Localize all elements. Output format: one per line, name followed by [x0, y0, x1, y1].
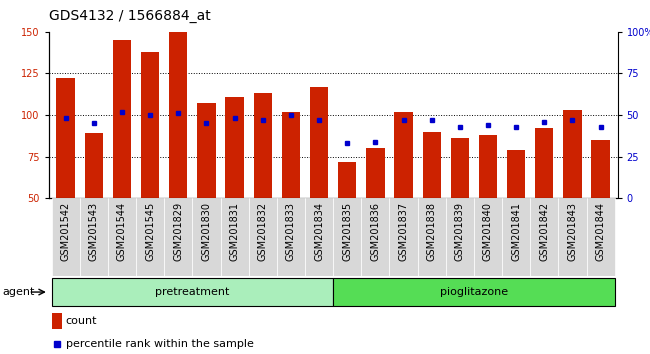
Bar	[535, 129, 553, 198]
Bar	[446, 198, 474, 276]
Text: percentile rank within the sample: percentile rank within the sample	[66, 339, 254, 349]
Bar	[197, 103, 216, 198]
Bar	[136, 198, 164, 276]
Bar	[141, 52, 159, 198]
Text: GSM201834: GSM201834	[314, 202, 324, 261]
Bar	[310, 87, 328, 198]
Bar	[530, 198, 558, 276]
Text: GSM201545: GSM201545	[145, 202, 155, 261]
Bar	[417, 198, 446, 276]
Bar	[164, 198, 192, 276]
Bar	[226, 97, 244, 198]
Bar	[249, 198, 277, 276]
Text: GDS4132 / 1566884_at: GDS4132 / 1566884_at	[49, 9, 211, 23]
Bar	[113, 40, 131, 198]
Bar	[305, 198, 333, 276]
Text: GSM201829: GSM201829	[174, 202, 183, 261]
Text: pioglitazone: pioglitazone	[440, 287, 508, 297]
Text: GSM201543: GSM201543	[89, 202, 99, 261]
Text: GSM201842: GSM201842	[540, 202, 549, 261]
Bar	[422, 132, 441, 198]
Bar	[592, 140, 610, 198]
Bar	[479, 135, 497, 198]
Bar	[564, 110, 582, 198]
Bar	[57, 79, 75, 198]
Bar	[338, 162, 356, 198]
Text: GSM201542: GSM201542	[60, 202, 71, 261]
Text: GSM201832: GSM201832	[258, 202, 268, 261]
Text: GSM201844: GSM201844	[595, 202, 606, 261]
Text: GSM201833: GSM201833	[286, 202, 296, 261]
Text: count: count	[66, 316, 98, 326]
Text: GSM201837: GSM201837	[398, 202, 408, 261]
Bar	[192, 198, 220, 276]
Bar	[507, 150, 525, 198]
Bar	[450, 138, 469, 198]
Bar	[277, 198, 305, 276]
Text: GSM201831: GSM201831	[229, 202, 240, 261]
Bar	[220, 198, 249, 276]
Text: GSM201836: GSM201836	[370, 202, 380, 261]
Bar	[586, 198, 615, 276]
Text: GSM201838: GSM201838	[426, 202, 437, 261]
Bar	[366, 148, 385, 198]
Bar	[51, 313, 62, 329]
Bar	[51, 278, 333, 306]
Bar	[558, 198, 586, 276]
Bar	[254, 93, 272, 198]
Text: pretreatment: pretreatment	[155, 287, 229, 297]
Text: GSM201843: GSM201843	[567, 202, 577, 261]
Bar	[281, 112, 300, 198]
Bar	[169, 32, 187, 198]
Text: GSM201841: GSM201841	[511, 202, 521, 261]
Bar	[389, 198, 417, 276]
Bar	[333, 198, 361, 276]
Text: agent: agent	[2, 287, 34, 297]
Bar	[108, 198, 136, 276]
Bar	[474, 198, 502, 276]
Bar	[502, 198, 530, 276]
Text: GSM201835: GSM201835	[342, 202, 352, 261]
Bar	[80, 198, 108, 276]
Bar	[51, 198, 80, 276]
Text: GSM201840: GSM201840	[483, 202, 493, 261]
Bar	[395, 112, 413, 198]
Text: GSM201830: GSM201830	[202, 202, 211, 261]
Text: GSM201839: GSM201839	[455, 202, 465, 261]
Bar	[333, 278, 615, 306]
Text: GSM201544: GSM201544	[117, 202, 127, 261]
Bar	[361, 198, 389, 276]
Bar	[84, 133, 103, 198]
